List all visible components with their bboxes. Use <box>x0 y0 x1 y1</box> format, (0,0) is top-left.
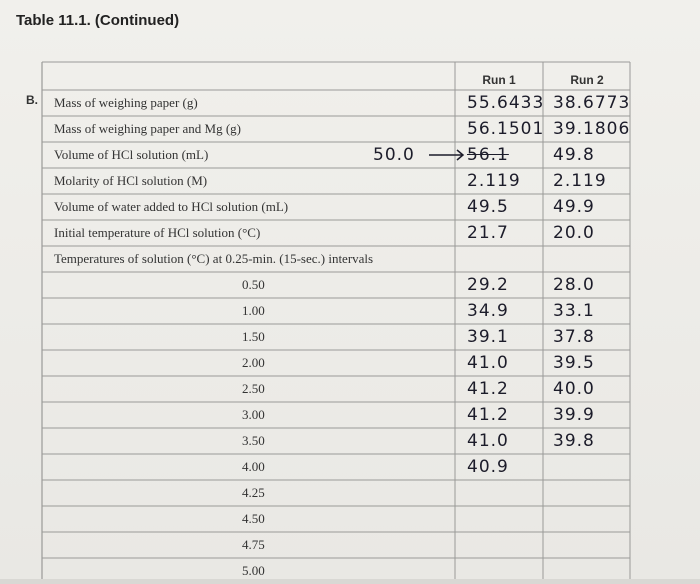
section-label: B. <box>26 93 38 107</box>
handwritten-value: 28.0 <box>553 275 595 295</box>
interval-time: 5.00 <box>242 563 265 578</box>
handwritten-value: 39.5 <box>553 353 595 373</box>
handwritten-value: 40.9 <box>467 457 509 477</box>
handwritten-value: 41.2 <box>467 379 509 399</box>
handwritten-value: 38.6773 <box>553 93 631 113</box>
column-header: Run 1 <box>482 73 516 87</box>
handwritten-value: 37.8 <box>553 327 595 347</box>
handwritten-value: 49.5 <box>467 197 509 217</box>
row-label: Molarity of HCl solution (M) <box>54 173 208 188</box>
row-label: Initial temperature of HCl solution (°C) <box>54 225 261 240</box>
correction-arrow <box>429 149 465 161</box>
column-header: Run 2 <box>570 73 604 87</box>
handwritten-value: 41.2 <box>467 405 509 425</box>
handwritten-value: 56.1501 <box>467 119 545 139</box>
handwritten-value: 56.1 <box>467 145 509 165</box>
interval-time: 4.00 <box>242 459 265 474</box>
handwritten-value: 33.1 <box>553 301 595 321</box>
interval-time: 3.00 <box>242 407 265 422</box>
handwritten-value: 39.9 <box>553 405 595 425</box>
handwritten-value: 41.0 <box>467 353 509 373</box>
interval-time: 4.25 <box>242 485 265 500</box>
interval-time: 1.00 <box>242 303 265 318</box>
row-label: Volume of water added to HCl solution (m… <box>54 199 289 214</box>
handwritten-value: 39.8 <box>553 431 595 451</box>
interval-time: 4.75 <box>242 537 265 552</box>
handwritten-value: 21.7 <box>467 223 509 243</box>
handwritten-value: 55.6433 <box>467 93 545 113</box>
interval-time: 2.50 <box>242 381 265 396</box>
handwritten-value: 49.8 <box>553 145 595 165</box>
interval-time: 2.00 <box>242 355 265 370</box>
handwritten-value: 20.0 <box>553 223 595 243</box>
interval-time: 4.50 <box>242 511 265 526</box>
interval-time: 3.50 <box>242 433 265 448</box>
row-label: Mass of weighing paper (g) <box>54 95 198 110</box>
row-label: Temperatures of solution (°C) at 0.25-mi… <box>54 251 374 266</box>
handwritten-correction: 50.0 <box>373 145 415 165</box>
interval-time: 0.50 <box>242 277 265 292</box>
handwritten-value: 29.2 <box>467 275 509 295</box>
table-title: Table 11.1. (Continued) <box>16 12 180 29</box>
handwritten-value: 2.119 <box>553 171 607 191</box>
row-label: Mass of weighing paper and Mg (g) <box>54 121 242 136</box>
interval-time: 1.50 <box>242 329 265 344</box>
handwritten-value: 39.1 <box>467 327 509 347</box>
handwritten-value: 2.119 <box>467 171 521 191</box>
handwritten-value: 49.9 <box>553 197 595 217</box>
handwritten-value: 40.0 <box>553 379 595 399</box>
handwritten-value: 39.1806 <box>553 119 631 139</box>
row-label: Volume of HCl solution (mL) <box>54 147 209 162</box>
handwritten-value: 41.0 <box>467 431 509 451</box>
handwritten-value: 34.9 <box>467 301 509 321</box>
